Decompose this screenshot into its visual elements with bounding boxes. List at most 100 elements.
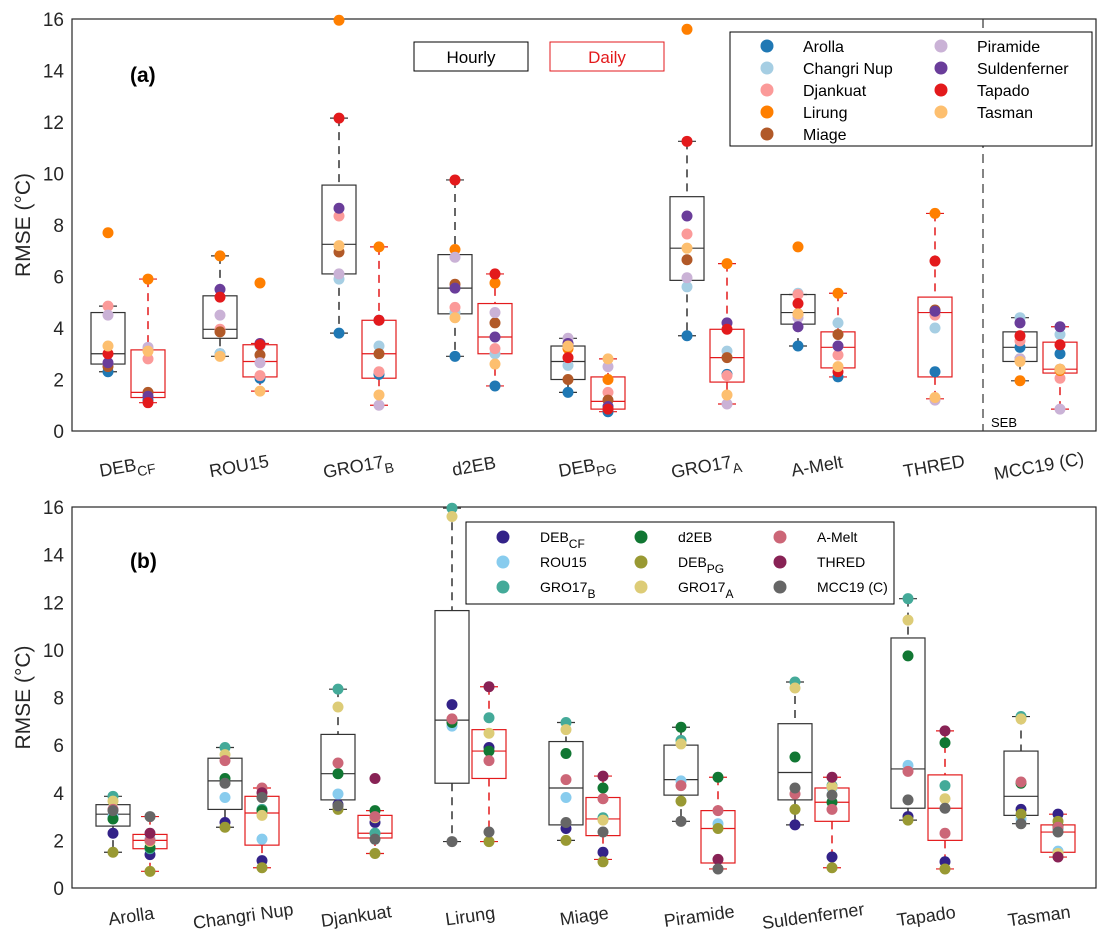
- box-iqr: [890, 637, 926, 809]
- data-point-hourly: [675, 815, 687, 827]
- legend-marker: [934, 105, 948, 119]
- data-point-hourly: [792, 308, 804, 320]
- data-point-daily: [1054, 363, 1066, 375]
- data-point-hourly: [333, 14, 345, 26]
- data-point-daily: [721, 370, 733, 382]
- data-point-daily: [369, 833, 381, 845]
- x-tick-label: DEBCF: [98, 451, 157, 485]
- plot-frame: [71, 506, 1097, 889]
- panel-label: (b): [130, 550, 157, 573]
- data-point-daily: [602, 374, 614, 385]
- y-tick-label: 16: [43, 10, 64, 31]
- legend-marker: [773, 530, 787, 544]
- data-point-hourly: [107, 805, 119, 817]
- data-point-daily: [602, 361, 614, 373]
- data-point-hourly: [681, 330, 693, 342]
- data-point-hourly: [1014, 375, 1026, 387]
- data-point-hourly: [214, 326, 226, 338]
- data-point-hourly: [1014, 355, 1026, 367]
- data-point-hourly: [102, 227, 114, 239]
- x-tick-label: A-Melt: [790, 452, 845, 481]
- x-tick-label: Lirung: [444, 903, 496, 930]
- data-point-hourly: [681, 281, 693, 293]
- legend-daily-box: [549, 41, 665, 72]
- data-point-daily: [254, 357, 266, 369]
- data-point-hourly: [214, 283, 226, 295]
- data-point-hourly: [449, 350, 461, 362]
- data-point-hourly: [681, 272, 693, 284]
- y-tick-label: 8: [53, 689, 64, 710]
- data-point-hourly: [332, 683, 344, 695]
- data-point-hourly: [789, 803, 801, 815]
- data-point-hourly: [902, 650, 914, 662]
- data-point-daily: [929, 305, 941, 317]
- x-tick-label: Miage: [558, 903, 609, 930]
- panel-a: 0 2 4 6 8 10 12 14 16 RMSE (°C) DEBCF ROU15 GRO17B d2…: [12, 10, 1097, 486]
- data-point-hourly: [332, 701, 344, 713]
- data-point-hourly: [102, 348, 114, 360]
- legend-frame: [729, 31, 1093, 147]
- y-tick-label: 10: [43, 641, 64, 662]
- x-tick-label: Suldenferner: [761, 899, 866, 933]
- data-point-hourly: [902, 593, 914, 605]
- data-point-hourly: [449, 301, 461, 313]
- data-point-hourly: [107, 846, 119, 858]
- data-point-daily: [254, 277, 266, 289]
- data-point-hourly: [214, 309, 226, 321]
- data-point-daily: [832, 328, 844, 340]
- data-point-hourly: [449, 251, 461, 263]
- data-point-daily: [369, 847, 381, 859]
- legend-label: Arolla: [803, 39, 844, 56]
- data-point-daily: [597, 826, 609, 838]
- x-tick-label: DEBPG: [557, 451, 618, 486]
- data-point-hourly: [333, 210, 345, 222]
- data-point-hourly: [1014, 317, 1026, 329]
- data-point-daily: [826, 789, 838, 801]
- data-point-daily: [254, 385, 266, 397]
- x-tick-label: d2EB: [451, 452, 498, 479]
- legend-hourly-label: Hourly: [446, 48, 496, 67]
- data-point-hourly: [332, 788, 344, 800]
- data-point-hourly: [789, 819, 801, 831]
- data-point-daily: [597, 793, 609, 805]
- data-point-daily: [712, 853, 724, 865]
- plot-frame: [71, 18, 1097, 432]
- y-tick-label: 4: [53, 784, 64, 805]
- data-point-hourly: [562, 374, 574, 385]
- y-tick-label: 0: [53, 879, 64, 900]
- legend-label: ROU15: [540, 554, 587, 570]
- data-point-hourly: [792, 321, 804, 333]
- data-point-hourly: [792, 340, 804, 352]
- data-point-hourly: [902, 765, 914, 777]
- data-point-hourly: [214, 250, 226, 262]
- data-point-hourly: [675, 780, 687, 792]
- data-point-hourly: [332, 768, 344, 780]
- legend-label: GRO17A: [678, 579, 733, 601]
- data-point-daily: [489, 268, 501, 280]
- legend-marker: [773, 580, 787, 594]
- data-point-hourly: [560, 792, 572, 804]
- box-iqr: [434, 609, 470, 784]
- data-point-hourly: [102, 357, 114, 369]
- y-tick-label: 10: [43, 165, 64, 186]
- data-point-hourly: [107, 827, 119, 839]
- y-tick-label: 14: [43, 62, 65, 83]
- x-tick-label: THRED: [902, 451, 967, 481]
- y-tick-label: 2: [53, 831, 64, 852]
- data-point-hourly: [681, 23, 693, 35]
- y-tick-label: 6: [53, 736, 64, 757]
- data-point-daily: [939, 725, 951, 737]
- legend-label: Djankuat: [803, 83, 867, 100]
- x-tick-label: ROU15: [208, 451, 271, 481]
- data-point-hourly: [675, 738, 687, 750]
- data-point-daily: [483, 681, 495, 693]
- data-point-daily: [1052, 826, 1064, 838]
- legend-label: Tapado: [977, 83, 1030, 100]
- data-point-hourly: [792, 289, 804, 301]
- legend-marker: [773, 555, 787, 569]
- data-point-daily: [489, 343, 501, 355]
- data-point-daily: [1054, 348, 1066, 360]
- legend-marker: [934, 39, 948, 53]
- legend-label: DEBPG: [678, 554, 724, 576]
- data-point-hourly: [449, 282, 461, 294]
